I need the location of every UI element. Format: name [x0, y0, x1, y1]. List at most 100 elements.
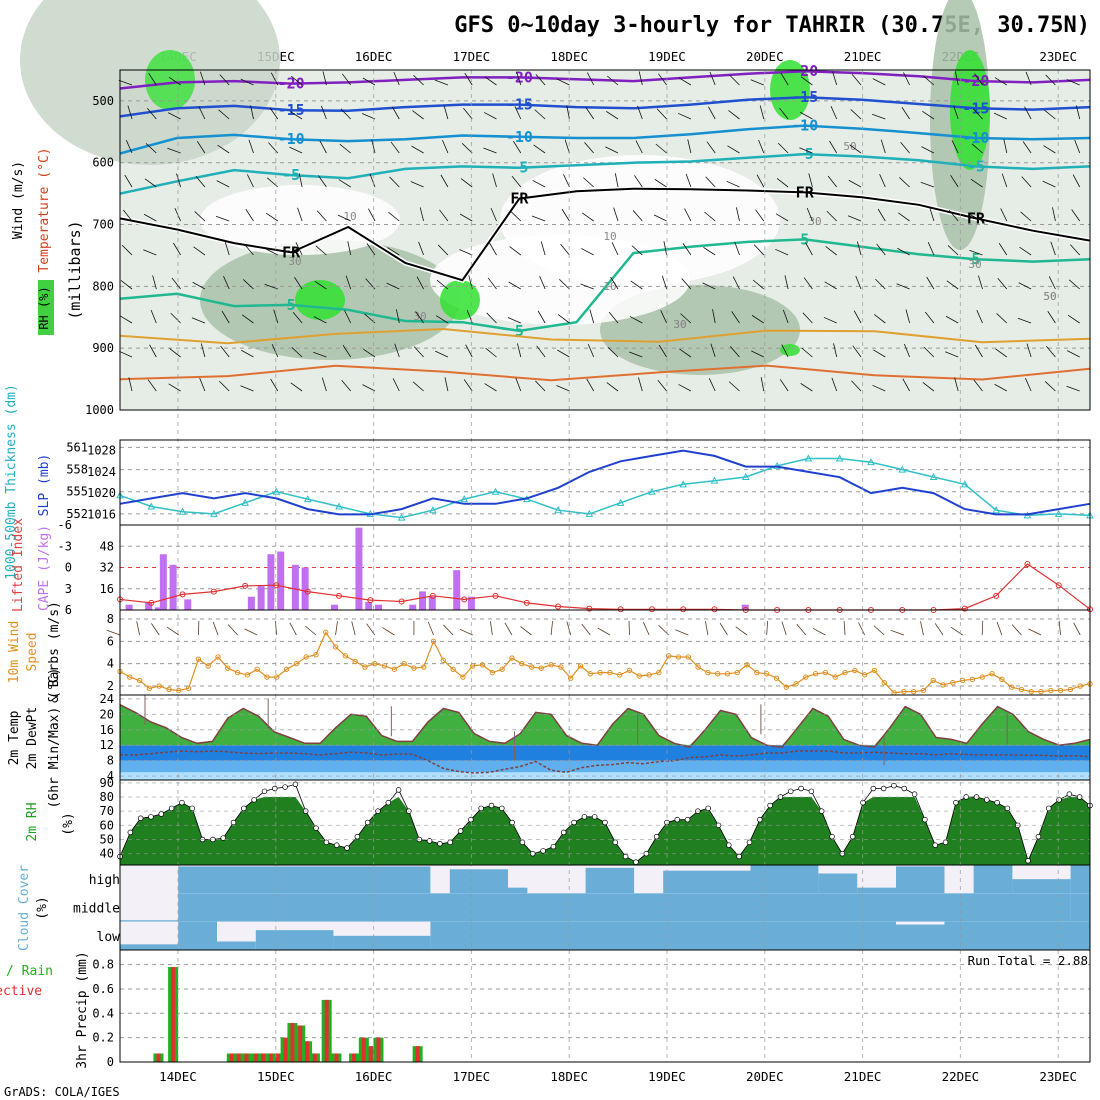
wind-barb [629, 351, 643, 358]
wind-barb [948, 210, 959, 222]
precip-conv-bar-13 [312, 1053, 317, 1062]
wind-barb [800, 383, 813, 392]
rh-point [385, 799, 392, 806]
date-bottom-18DEC: 18DEC [550, 1069, 588, 1084]
rh-contour-label-11: 50 [843, 140, 856, 153]
slp-label: SLP (mb) [37, 454, 52, 517]
wind-barb-10m [504, 622, 513, 636]
cape-bar-9 [277, 551, 285, 610]
date-bottom-19DEC: 19DEC [648, 1069, 686, 1084]
panel-frame-pressure [119, 439, 1091, 526]
wind-barb-10m [873, 625, 885, 636]
wind-barb [1047, 311, 1056, 324]
wind-barb [390, 141, 400, 154]
wind-barb-10m [304, 625, 317, 636]
wind-barb-10m [489, 621, 493, 636]
wind-barb [485, 347, 497, 358]
wind-barb [638, 71, 643, 86]
wind-barb [654, 179, 667, 188]
wind-speed-point [1038, 688, 1044, 695]
wind-barb [412, 381, 424, 392]
wind-speed-point [783, 684, 789, 690]
wind-barb [1025, 71, 1032, 86]
wind-speed-point [910, 688, 917, 695]
panel-frame-upper [119, 69, 1091, 411]
wind-speed-point [195, 656, 202, 662]
wind-speed-point [293, 660, 300, 667]
wind-barb [219, 380, 230, 392]
wind-barb [1001, 173, 1008, 188]
wind-barb [583, 177, 594, 188]
thickness-point [491, 487, 500, 495]
rh-label-1: 2m RH [25, 802, 40, 841]
wind-barb [586, 72, 595, 86]
rh-point [581, 814, 588, 820]
lifted-index-point [398, 598, 405, 605]
thickness-point [335, 502, 343, 510]
wind-barb-10m [581, 623, 591, 636]
rh-point [849, 833, 856, 840]
cloud-band-low-9 [944, 921, 1090, 950]
wind-barb [557, 349, 570, 358]
panel-frame-precip [119, 949, 1091, 1063]
wind-barb [389, 176, 400, 188]
wind-speed-point [969, 676, 976, 683]
rh-contour-label-4: 30 [673, 318, 686, 331]
wind-barb [516, 71, 522, 86]
wind-speed-point [685, 654, 691, 660]
wind-barb [484, 76, 497, 86]
wind-barb [712, 309, 716, 324]
precip-conv-bar-15 [334, 1053, 339, 1062]
wind-barb [245, 209, 254, 222]
wind-speed-point [607, 669, 613, 676]
tick-precip-0.2: 0.2 [92, 1031, 114, 1045]
thickness-point [616, 498, 625, 506]
isotherm-label--10-3: -10 [962, 129, 989, 147]
rh-point [591, 814, 598, 820]
wind-barb [876, 243, 886, 256]
precip-conv-bar-5 [254, 1053, 259, 1062]
precip-conv-bar-0 [156, 1053, 161, 1062]
rh-point [550, 843, 557, 850]
tick-li-6: 6 [65, 603, 72, 617]
wind-barb [631, 245, 643, 256]
wind-barb [119, 315, 133, 324]
wind-barb [294, 277, 303, 290]
wind-barb [368, 208, 376, 222]
wind-barb [1052, 207, 1056, 222]
isotherm-warm-0 [119, 327, 1091, 345]
wind-barb [801, 347, 813, 358]
cape-bar-1 [145, 602, 153, 610]
wind-barb [127, 105, 133, 120]
wind-barb-10m [843, 621, 846, 636]
rh-point [540, 848, 546, 854]
rh-contour-label-5: 10 [603, 280, 616, 293]
wind-barb [751, 350, 764, 358]
tick-rh-60: 60 [100, 818, 114, 832]
wind-barb [145, 143, 157, 154]
tick-wind-6: 6 [107, 634, 114, 648]
wind-barb [1043, 145, 1056, 154]
wind-speed-point [225, 665, 231, 671]
rh-point [705, 805, 711, 812]
precip-conv-bar-18 [368, 1046, 373, 1062]
lifted-index-point [179, 591, 186, 598]
wind-barb [340, 108, 351, 120]
thickness-point [710, 476, 719, 484]
wind-speed-point [1048, 687, 1054, 694]
panel-frame-wind10m [119, 609, 1091, 696]
wind-barb-10m [1073, 622, 1081, 636]
wind-barb [540, 241, 546, 256]
wind-barb [119, 350, 133, 358]
date-top-18DEC: 18DEC [550, 49, 588, 64]
lifted-index-point [586, 605, 593, 612]
wind-barb [241, 314, 254, 324]
rh-point [932, 842, 938, 848]
wind-barb [996, 313, 1008, 324]
wind-barb [200, 343, 206, 358]
wind-barb-10m [443, 624, 454, 636]
rh-point [746, 839, 753, 846]
isotherm-label--5-1: -5 [510, 159, 528, 177]
wind-barb [585, 107, 595, 120]
wind-barb [193, 246, 206, 256]
